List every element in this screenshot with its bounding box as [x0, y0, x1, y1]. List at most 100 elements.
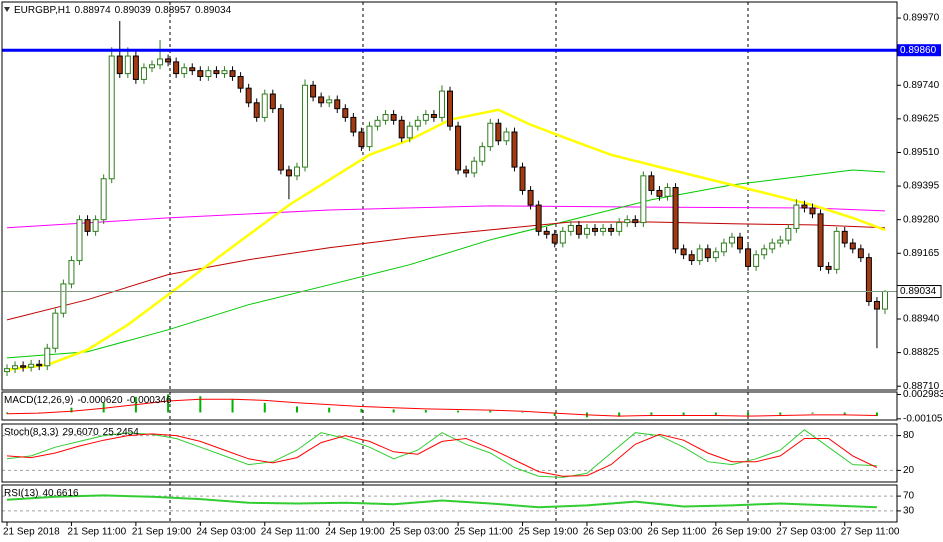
candle-body: [213, 70, 220, 75]
candle-body: [583, 227, 590, 235]
macd-bar: [199, 396, 202, 413]
candle-body: [761, 248, 768, 256]
x-tick-label: 24 Sep 11:00: [261, 527, 320, 538]
macd-signal: [6, 398, 877, 417]
x-tick-label: 24 Sep 19:00: [325, 527, 385, 538]
macd-bar: [102, 402, 105, 413]
candle-body: [551, 233, 558, 244]
candle-body: [310, 84, 317, 98]
candle-body: [52, 312, 59, 349]
symbol-icon: [4, 7, 10, 12]
candle-body: [672, 187, 679, 250]
candle-body: [132, 55, 139, 80]
candle-body: [100, 178, 107, 221]
macd-bar: [5, 412, 8, 414]
candle-body: [511, 131, 518, 168]
candle-body: [600, 227, 607, 232]
candle-body: [60, 283, 67, 314]
candle-body: [519, 166, 526, 191]
macd-bar: [328, 407, 331, 413]
candle-body: [366, 125, 373, 148]
macd-bar: [650, 412, 653, 415]
candle-body: [382, 113, 389, 121]
candle-body: [253, 102, 260, 118]
header-value: 29.6070: [62, 427, 99, 438]
x-tick-label: 25 Sep 03:00: [390, 527, 450, 538]
candle-body: [374, 119, 381, 127]
y-tick-label: 0.89740: [903, 80, 940, 91]
candle-body: [398, 119, 405, 139]
candle-body: [753, 254, 760, 267]
candle-body: [3, 368, 10, 373]
macd-bar: [231, 399, 234, 413]
candle-body: [12, 365, 19, 370]
macd-bar: [457, 410, 460, 413]
candle-body: [285, 169, 292, 177]
candle-body: [567, 225, 574, 232]
candle-body: [833, 230, 840, 270]
candle-body: [632, 219, 639, 224]
x-tick-label: 25 Sep 19:00: [519, 527, 579, 538]
candle-body: [881, 291, 888, 310]
candle-body: [269, 93, 276, 110]
x-tick-label: 26 Sep 03:00: [583, 527, 643, 538]
header-value: -0.000620: [77, 395, 122, 406]
macd-bar: [521, 412, 524, 414]
header-value: 40.6616: [42, 488, 79, 499]
candle-body: [358, 131, 365, 148]
macd-bar: [167, 394, 170, 413]
candle-body: [116, 55, 123, 75]
x-tick-label: 26 Sep 19:00: [712, 527, 772, 538]
candle-body: [769, 242, 776, 250]
candle-body: [471, 160, 478, 174]
candle-body: [197, 70, 204, 78]
header-value: -0.000346: [127, 395, 172, 406]
candle-body: [438, 90, 445, 118]
macd-bar: [263, 402, 266, 413]
candle-body: [849, 242, 856, 250]
candle-body: [825, 265, 832, 270]
y-tick-label: -0.001059: [903, 413, 943, 424]
macd-bar: [618, 412, 621, 417]
indicator-name: EURGBP,H1: [14, 5, 71, 16]
x-tick-label: 21 Sep 11:00: [67, 527, 126, 538]
candle-body: [447, 90, 454, 127]
candle-body: [704, 248, 711, 259]
macd-bar: [714, 412, 717, 417]
candle-body: [817, 213, 824, 267]
candle-body: [696, 248, 703, 262]
candle-body: [422, 113, 429, 121]
candle-body: [688, 254, 695, 262]
macd-bar: [747, 412, 750, 417]
candle-body: [479, 146, 486, 162]
price-panel-frame: [1, 1, 898, 391]
y-tick-label: 30: [903, 506, 915, 517]
moving-average: [6, 221, 886, 321]
candle-body: [720, 242, 727, 253]
rsi-panel-frame: [1, 484, 898, 523]
candle-body: [503, 131, 510, 142]
header-value: 0.89039: [115, 5, 152, 16]
candle-body: [777, 239, 784, 244]
candle-body: [463, 169, 470, 174]
macd-bar: [875, 412, 878, 417]
candle-body: [809, 207, 816, 215]
x-tick-label: 26 Sep 11:00: [647, 527, 706, 538]
y-tick-label: 0.002983: [903, 389, 943, 400]
y-tick-label: 0.88940: [903, 314, 940, 325]
candle-body: [841, 230, 848, 244]
candle-body: [785, 227, 792, 241]
candle-body: [865, 257, 872, 302]
candle-body: [245, 87, 252, 104]
panel-header: MACD(12,26,9) -0.000620 -0.000346: [4, 395, 172, 406]
candle-body: [342, 108, 349, 118]
x-tick-label: 27 Sep 11:00: [841, 527, 900, 538]
candle-body: [616, 222, 623, 232]
candle-body: [648, 175, 655, 191]
x-tick-label: 21 Sep 19:00: [132, 527, 192, 538]
y-tick-label: 70: [903, 491, 915, 502]
candle-body: [334, 99, 341, 110]
macd-bar: [70, 407, 73, 413]
